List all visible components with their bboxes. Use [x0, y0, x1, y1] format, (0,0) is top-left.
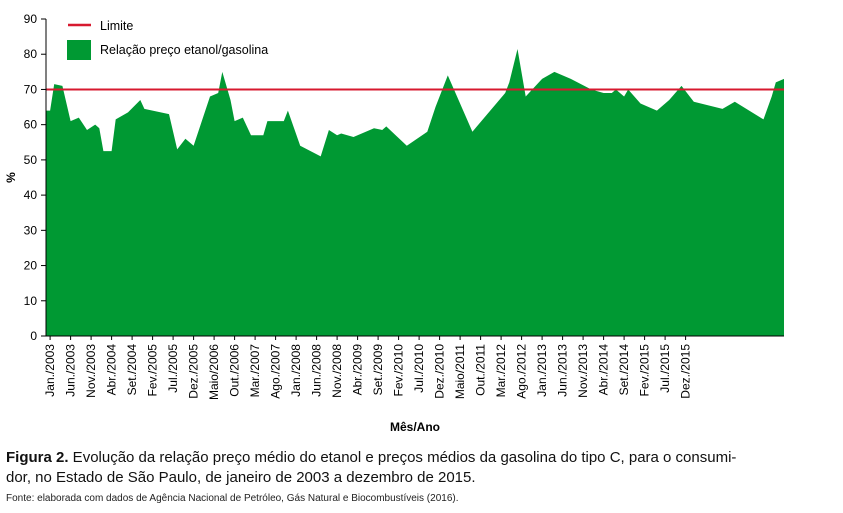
- x-tick-label-4: Set./2004: [125, 344, 139, 396]
- y-tick-label-90: 90: [24, 12, 38, 26]
- x-tick-label-27: Abr./2014: [597, 344, 611, 396]
- x-tick-label-2: Nov./2003: [84, 344, 98, 398]
- chart: 0 10 20 30 40 50 60 70 80 90% Jan./2003 Jun./2003 No…: [4, 12, 784, 434]
- x-tick-label-26: Nov./2013: [576, 344, 590, 398]
- y-tick-label-0: 0: [30, 329, 37, 343]
- x-tick-label-25: Jun./2013: [556, 344, 570, 397]
- legend-series-swatch: [67, 40, 91, 60]
- x-tick-label-30: Jul./2015: [658, 344, 672, 393]
- x-tick-label-20: Maio/2011: [453, 344, 467, 399]
- y-tick-label-70: 70: [24, 82, 38, 96]
- x-tick-label-14: Nov./2008: [330, 344, 344, 398]
- x-tick-label-18: Jul./2010: [412, 344, 426, 393]
- caption-line-1: Evolução da relação preço médio do etano…: [68, 449, 737, 466]
- x-tick-label-7: Dez./2005: [187, 344, 201, 399]
- x-tick-label-10: Mar./2007: [248, 344, 262, 398]
- x-tick-label-0: Jan./2003: [43, 344, 57, 397]
- x-tick-label-22: Mar./2012: [494, 344, 508, 398]
- x-tick-label-29: Fev./2015: [638, 344, 652, 397]
- x-tick-label-17: Fev./2010: [392, 344, 406, 397]
- x-tick-label-9: Out./2006: [228, 344, 242, 397]
- x-tick-label-21: Out./2011: [474, 344, 488, 396]
- figure-caption: Figura 2. Evolução da relação preço médi…: [6, 448, 836, 488]
- x-tick-label-24: Jan./2013: [535, 344, 549, 397]
- x-tick-label-1: Jun./2003: [64, 344, 78, 397]
- figure-source: Fonte: elaborada com dados de Agência Na…: [6, 493, 459, 504]
- x-axis-label: Mês/Ano: [390, 420, 440, 434]
- x-tick-label-28: Set./2014: [617, 344, 631, 396]
- x-tick-label-8: Maio/2006: [207, 344, 221, 400]
- caption-label: Figura 2.: [6, 449, 69, 466]
- y-tick-label-80: 80: [24, 47, 38, 61]
- x-tick-label-12: Jan./2008: [289, 344, 303, 397]
- x-tick-label-6: Jul./2005: [166, 344, 180, 393]
- x-tick-label-19: Dez./2010: [433, 344, 447, 399]
- x-tick-label-11: Ago./2007: [269, 344, 283, 399]
- y-axis-label: %: [4, 172, 18, 183]
- y-tick-label-40: 40: [24, 188, 38, 202]
- legend-series-label: Relação preço etanol/gasolina: [100, 43, 268, 57]
- x-tick-label-3: Abr./2004: [105, 344, 119, 396]
- x-tick-label-15: Abr./2009: [351, 344, 365, 396]
- y-tick-label-30: 30: [24, 223, 38, 237]
- x-tick-label-31: Dez./2015: [679, 344, 693, 399]
- chart-svg: 0 10 20 30 40 50 60 70 80 90% Jan./2003 Jun./2003 No…: [4, 12, 784, 434]
- legend-limit-label: Limite: [100, 19, 133, 33]
- y-tick-label-10: 10: [24, 294, 38, 308]
- y-tick-label-50: 50: [24, 153, 38, 167]
- x-tick-label-16: Set./2009: [371, 344, 385, 396]
- x-tick-label-13: Jun./2008: [310, 344, 324, 397]
- series-area-0: [46, 48, 784, 336]
- y-tick-label-20: 20: [24, 259, 38, 273]
- y-tick-label-60: 60: [24, 118, 38, 132]
- x-tick-label-23: Ago./2012: [515, 344, 529, 399]
- caption-line-2: dor, no Estado de São Paulo, de janeiro …: [6, 469, 476, 486]
- x-tick-label-5: Fev./2005: [146, 344, 160, 397]
